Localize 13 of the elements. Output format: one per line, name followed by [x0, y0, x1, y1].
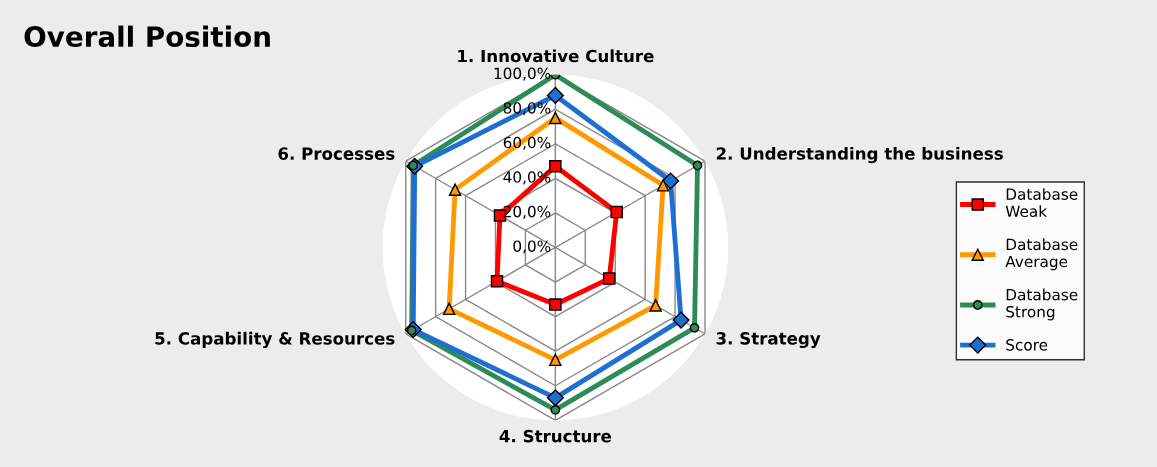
legend-label: Score	[1006, 339, 1048, 351]
spoke-label: 3. Strategy	[716, 332, 821, 349]
y-tick-label: 100,0%	[494, 67, 551, 81]
spoke-label: 4. Structure	[499, 429, 612, 443]
spoke-label: 1. Innovative Culture	[458, 49, 654, 63]
legend-label: Database Average	[1005, 238, 1078, 271]
spoke-label: 5. Capability & Resources	[155, 331, 395, 349]
legend-label: Database Weak	[1005, 188, 1078, 218]
spoke-label: 2. Understanding the business	[716, 146, 1003, 164]
legend-label: Database Strong	[1006, 288, 1078, 321]
chart-title: Overall Position	[24, 25, 270, 48]
y-tick-label: 0,0%	[513, 240, 551, 254]
spoke-label: 6. Processes	[278, 147, 395, 160]
